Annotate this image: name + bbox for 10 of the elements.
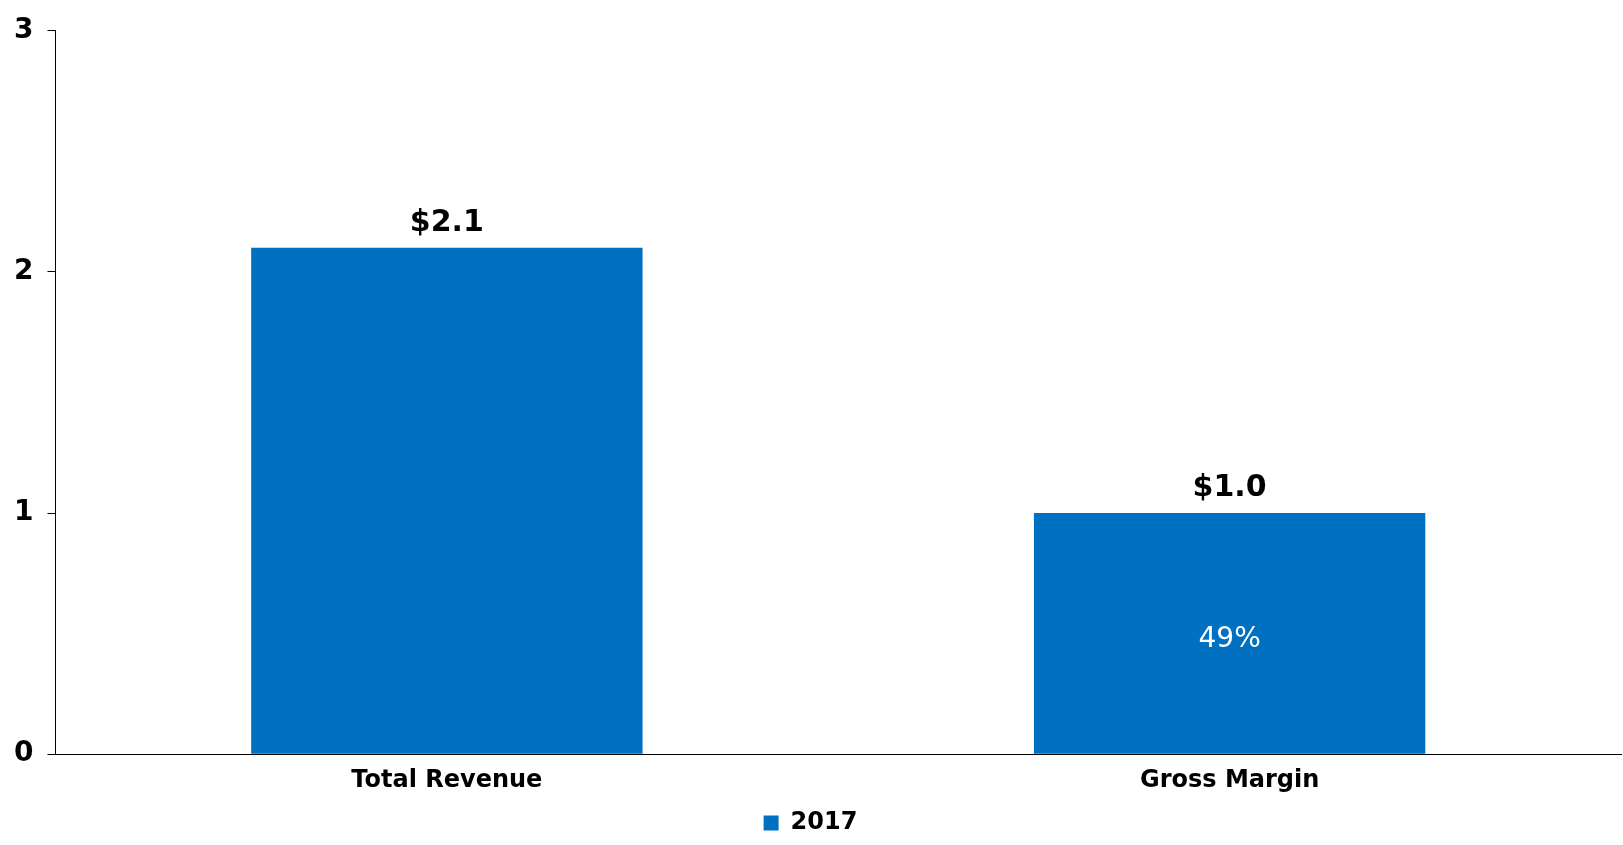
legend-label: 2017 (790, 807, 858, 836)
annotation: 49% (1198, 620, 1261, 654)
y-tick-label: 0 (14, 735, 34, 769)
data-label: $1.0 (1192, 467, 1267, 503)
y-tick-label: 1 (14, 494, 34, 528)
y-tick-label: 3 (14, 12, 34, 46)
data-label: $2.1 (409, 202, 484, 238)
x-tick-label: Gross Margin (1139, 764, 1320, 793)
y-tick-label: 2 (14, 253, 34, 287)
x-tick-label: Total Revenue (351, 764, 543, 793)
